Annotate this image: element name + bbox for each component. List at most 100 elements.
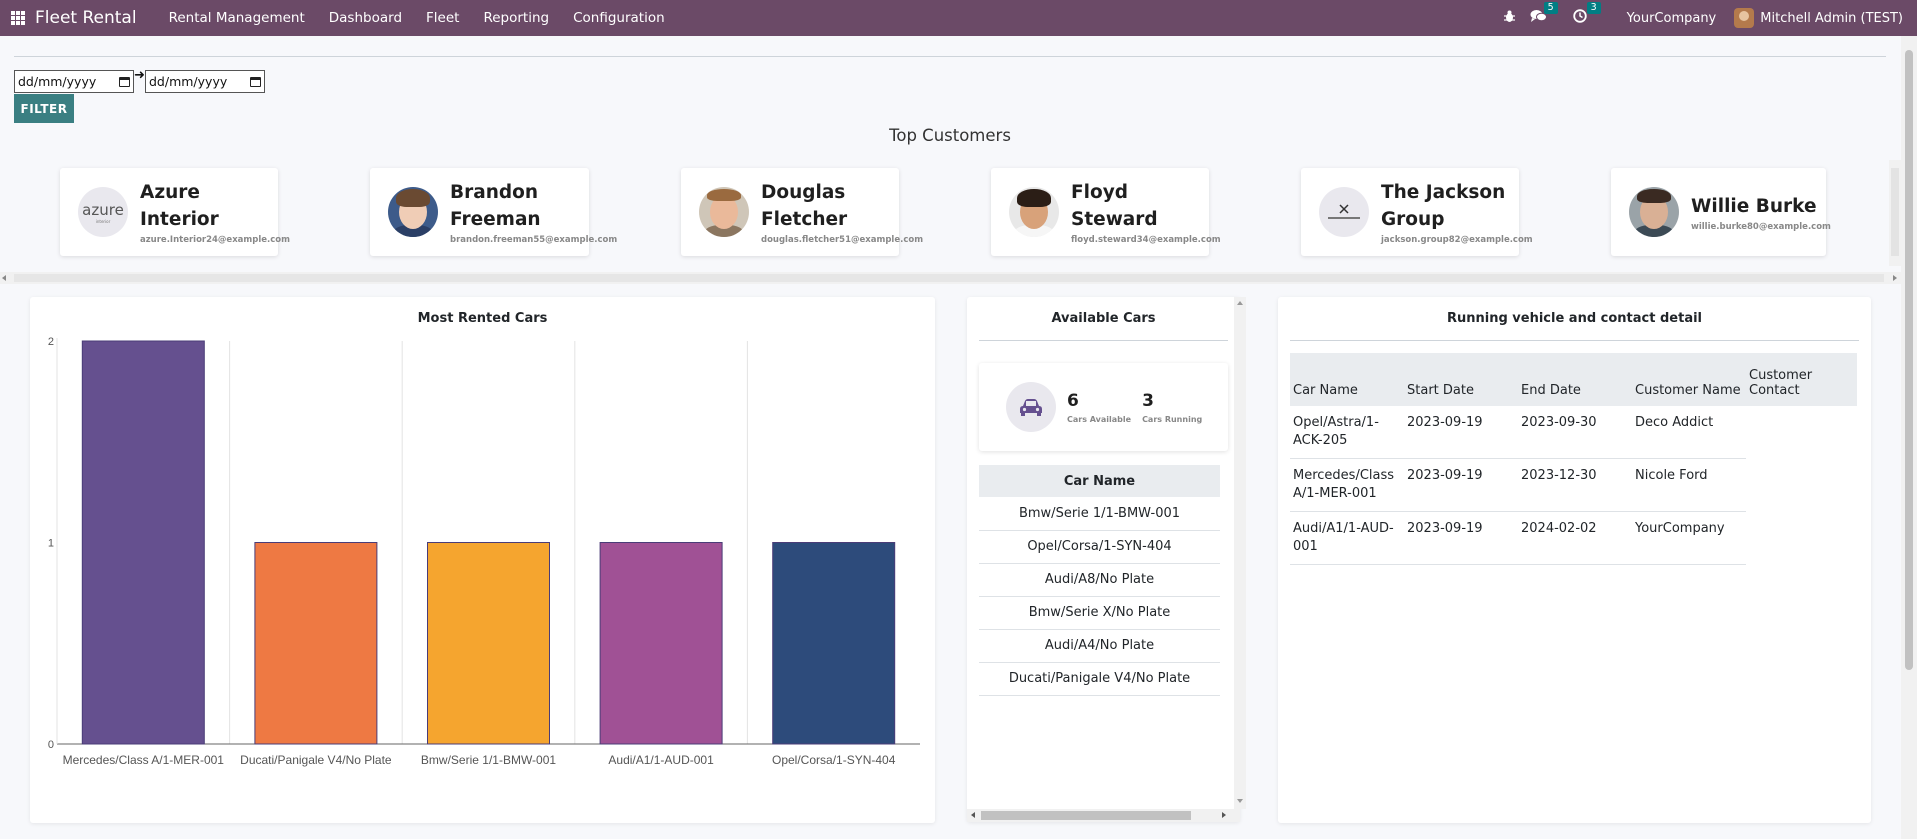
column-header-end-date: End Date	[1518, 353, 1632, 406]
company-switcher[interactable]: YourCompany	[1626, 10, 1717, 26]
customer-email: brandon.freeman55@example.com	[450, 235, 618, 245]
x-tick-label: Mercedes/Class A/1-MER-001	[63, 753, 225, 767]
app-brand[interactable]: Fleet Rental	[35, 8, 137, 28]
divider	[1290, 340, 1859, 341]
x-tick-label: Opel/Corsa/1-SYN-404	[772, 753, 896, 767]
customer-card[interactable]: azure interior Azure Interior azure.Inter…	[60, 168, 290, 256]
page-vertical-scrollbar[interactable]	[1901, 36, 1917, 839]
debug-bug-icon[interactable]	[1503, 10, 1516, 27]
bar	[599, 542, 723, 745]
customer-email: floyd.steward34@example.com	[1071, 235, 1221, 245]
end-date-cell: 2023-09-30	[1518, 406, 1632, 459]
car-name-cell: Opel/Corsa/1-SYN-404	[979, 530, 1220, 564]
messages-chat-icon[interactable]: 5	[1530, 2, 1558, 27]
customers-vertical-scrollbar[interactable]	[1889, 160, 1901, 266]
table-row[interactable]: Audi/A4/No Plate	[979, 629, 1220, 663]
customer-contact-cell	[1746, 512, 1857, 565]
customer-name: The Jackson	[1381, 182, 1506, 203]
customers-horizontal-scrollbar[interactable]	[0, 272, 1901, 284]
customer-card[interactable]: Brandon Freeman brandon.freeman55@exampl…	[370, 168, 617, 256]
start-date-cell: 2023-09-19	[1404, 458, 1518, 512]
column-header-customer-contact: Customer Contact	[1746, 353, 1857, 406]
y-tick-label: 0	[48, 739, 54, 751]
top-navbar: Fleet Rental Rental Management Dashboard…	[0, 0, 1917, 36]
car-name-cell: Ducati/Panigale V4/No Plate	[979, 662, 1220, 696]
car-name-cell: Audi/A8/No Plate	[979, 563, 1220, 597]
x-tick-label: Ducati/Panigale V4/No Plate	[240, 753, 392, 767]
car-name-cell: Bmw/Serie X/No Plate	[979, 596, 1220, 630]
divider	[979, 340, 1228, 341]
menu-dashboard[interactable]: Dashboard	[328, 10, 403, 26]
table-row[interactable]: Opel/Corsa/1-SYN-404	[979, 530, 1220, 564]
calendar-icon[interactable]	[250, 76, 261, 87]
top-customers-strip: azure interior Azure Interior azure.Inter…	[0, 162, 1901, 272]
available-cars-horizontal-scrollbar[interactable]	[967, 809, 1240, 822]
available-cars-panel: Available Cars 6 Cars Available 3 Cars R…	[967, 297, 1240, 822]
customer-email: willie.burke80@example.com	[1691, 221, 1831, 232]
main-menu: Rental Management Dashboard Fleet Report…	[157, 10, 677, 26]
user-name: Mitchell Admin (TEST)	[1760, 10, 1903, 26]
column-header-customer-name: Customer Name	[1632, 353, 1746, 406]
customer-avatar	[699, 187, 749, 237]
cars-stats-card: 6 Cars Available 3 Cars Running	[979, 363, 1228, 451]
bar	[81, 340, 205, 745]
apps-grid-icon[interactable]	[11, 11, 25, 25]
cars-available-label: Cars Available	[1067, 414, 1132, 424]
table-row[interactable]: Bmw/Serie 1/1-BMW-001	[979, 497, 1220, 531]
menu-reporting[interactable]: Reporting	[483, 10, 550, 26]
column-header-car-name: Car Name	[1290, 353, 1404, 406]
cars-running-count: 3	[1142, 390, 1154, 411]
customer-contact-cell	[1746, 406, 1857, 459]
calendar-icon[interactable]	[119, 76, 130, 87]
cars-running-label: Cars Running	[1142, 414, 1203, 424]
end-date-input[interactable]: dd/mm/yyyy	[145, 70, 265, 93]
car-name-cell: Audi/A4/No Plate	[979, 629, 1220, 663]
customer-name: Douglas	[761, 182, 846, 203]
customer-name: Steward	[1071, 209, 1158, 230]
running-vehicles-panel: Running vehicle and contact detail Car N…	[1278, 297, 1871, 823]
customer-name: Freeman	[450, 209, 541, 230]
table-row[interactable]: Audi/A1/1-AUD-001 2023-09-19 2024-02-02 …	[1290, 511, 1857, 565]
customer-card[interactable]: Douglas Fletcher douglas.fletcher51@exam…	[681, 168, 923, 256]
activity-clock-icon[interactable]: 3	[1572, 2, 1601, 27]
customer-name: Interior	[140, 209, 219, 230]
available-cars-vertical-scrollbar[interactable]	[1234, 297, 1246, 809]
table-row[interactable]: Audi/A8/No Plate	[979, 563, 1220, 597]
customer-card[interactable]: The Jackson Group jackson.group82@exampl…	[1301, 168, 1533, 256]
customer-name: Brandon	[450, 182, 539, 203]
customer-name-cell: Deco Addict	[1632, 406, 1746, 459]
customer-email: jackson.group82@example.com	[1381, 235, 1533, 245]
menu-configuration[interactable]: Configuration	[573, 10, 665, 26]
available-cars-table: Car Name Bmw/Serie 1/1-BMW-001 Opel/Cors…	[979, 465, 1220, 696]
car-name-cell: Mercedes/Class A/1-MER-001	[1290, 458, 1404, 512]
customer-avatar	[388, 187, 438, 237]
table-row[interactable]: Bmw/Serie X/No Plate	[979, 596, 1220, 630]
navbar-systray: 5 3 YourCompany Mitchell Admin (TEST)	[1503, 0, 1917, 36]
table-row[interactable]: Opel/Astra/1-ACK-205 2023-09-19 2023-09-…	[1290, 406, 1857, 459]
x-tick-label: Audi/A1/1-AUD-001	[608, 753, 714, 767]
car-name-cell: Opel/Astra/1-ACK-205	[1290, 406, 1404, 459]
bar	[427, 542, 550, 745]
customer-email: azure.Interior24@example.com	[140, 235, 290, 245]
car-name-cell: Bmw/Serie 1/1-BMW-001	[979, 497, 1220, 531]
svg-text:interior: interior	[96, 219, 111, 224]
menu-fleet[interactable]: Fleet	[426, 10, 460, 26]
table-row[interactable]: Mercedes/Class A/1-MER-001 2023-09-19 20…	[1290, 458, 1857, 512]
table-row[interactable]: Ducati/Panigale V4/No Plate	[979, 662, 1220, 696]
arrow-right-icon: ➜	[134, 68, 145, 83]
customer-name: Azure	[140, 182, 200, 203]
user-menu[interactable]: Mitchell Admin (TEST)	[1734, 8, 1903, 28]
customer-name-cell: Nicole Ford	[1632, 458, 1746, 512]
customer-card[interactable]: Floyd Steward floyd.steward34@example.co…	[991, 168, 1221, 256]
start-date-input[interactable]: dd/mm/yyyy	[14, 70, 134, 93]
filter-button[interactable]: FILTER	[14, 94, 74, 123]
most-rented-bar-chart: 0 1 2 Mercedes/Class A/1-MER-001 Ducati/Pani…	[48, 336, 920, 767]
customer-email: douglas.fletcher51@example.com	[761, 235, 924, 245]
activities-badge: 3	[1586, 2, 1601, 14]
bar	[254, 542, 378, 745]
end-date-cell: 2023-12-30	[1518, 458, 1632, 512]
x-tick-label: Bmw/Serie 1/1-BMW-001	[421, 753, 556, 767]
menu-rental-management[interactable]: Rental Management	[168, 10, 305, 26]
customer-card[interactable]: Willie Burke willie.burke80@example.com	[1611, 168, 1831, 256]
car-icon	[1006, 382, 1056, 432]
